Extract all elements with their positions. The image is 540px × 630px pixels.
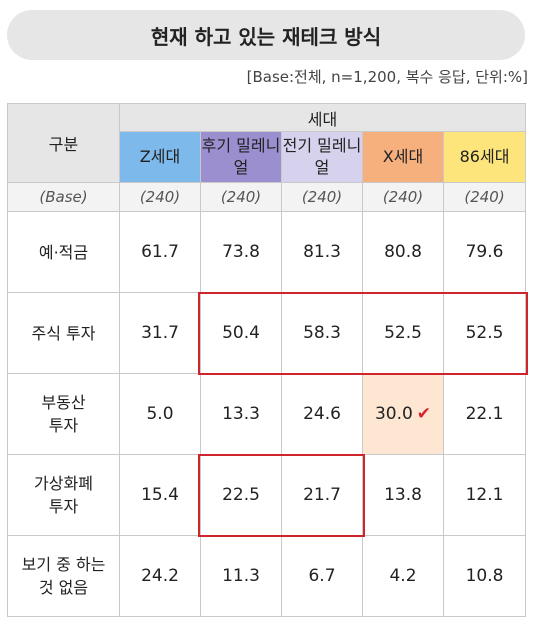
value-text: 4.2 [389,566,417,586]
value-text: 24.2 [141,566,179,586]
row-header: 구분 [7,103,120,183]
value-text: 30.0 [374,404,413,424]
table-row: 보기 중 하는 것 없음 24.2 11.3 6.7 4.2 10.8 [7,535,527,617]
value-text: 50.4 [222,323,260,343]
value-text: 81.3 [303,242,341,262]
value-cell: 6.7 [281,535,363,617]
value-text: 52.5 [465,323,504,343]
value-cell: 10.8 [442,535,527,617]
value-text: 24.6 [303,404,341,424]
value-cell: 80.8 [362,211,444,293]
value-text: 80.8 [384,242,422,262]
row-label: 가상화폐 투자 [7,454,120,536]
value-text: 58.3 [303,323,341,343]
value-text: 11.3 [222,566,260,586]
value-cell: 50.4 [200,292,282,374]
table-row: 부동산 투자 5.0 13.3 24.6 30.0 ✔ 22.1 [7,373,527,455]
base-value: (240) [119,182,201,212]
base-label: (Base) [7,182,120,212]
base-row: (Base) (240) (240) (240) (240) (240) [7,182,527,212]
table-row: 가상화폐 투자 15.4 22.5 21.7 13.8 12.1 [7,454,527,536]
value-cell: 81.3 [281,211,363,293]
row-label: 부동산 투자 [7,373,120,455]
base-value: (240) [362,182,444,212]
column-header-early-millennial: 전기 밀레니얼 [281,131,363,183]
value-cell: 73.8 [200,211,282,293]
data-table: 구분 세대 Z세대 후기 밀레니얼 전기 밀레니얼 X세대 86세대 (Base… [7,103,527,617]
value-cell: 15.4 [119,454,201,536]
group-header: 세대 [118,103,527,132]
value-cell: 13.3 [200,373,282,455]
value-text: 22.1 [465,404,504,424]
value-text: 31.7 [141,323,179,343]
value-cell: 24.2 [119,535,201,617]
value-cell: 30.0 ✔ [362,373,444,455]
value-cell: 22.1 [442,373,527,455]
value-text: 79.6 [465,242,504,262]
column-header-late-millennial: 후기 밀레니얼 [200,131,282,183]
value-text: 61.7 [141,242,179,262]
base-value: (240) [200,182,282,212]
value-cell: 58.3 [281,292,363,374]
table-row: 예·적금 61.7 73.8 81.3 80.8 79.6 [7,211,527,293]
base-value: (240) [442,182,527,212]
value-text: 10.8 [465,566,504,586]
value-cell: 52.5 [442,292,527,374]
value-cell: 52.5 [362,292,444,374]
check-icon: ✔ [416,404,432,424]
value-cell: 21.7 [281,454,363,536]
value-text: 15.4 [141,485,179,505]
row-label: 보기 중 하는 것 없음 [7,535,120,617]
row-label: 주식 투자 [7,292,120,374]
row-label: 예·적금 [7,211,120,293]
value-cell: 13.8 [362,454,444,536]
value-text: 12.1 [465,485,504,505]
value-cell: 24.6 [281,373,363,455]
value-cell: 5.0 [119,373,201,455]
column-header-z: Z세대 [119,131,201,183]
chart-title: 현재 하고 있는 재테크 방식 [7,10,525,60]
value-cell: 22.5 [200,454,282,536]
table-row: 주식 투자 31.7 50.4 58.3 52.5 52.5 [7,292,527,374]
value-text: 73.8 [222,242,260,262]
value-cell: 79.6 [442,211,527,293]
value-text: 21.7 [303,485,341,505]
column-header-86: 86세대 [442,131,527,183]
value-cell: 61.7 [119,211,201,293]
value-text: 52.5 [384,323,422,343]
value-text: 13.8 [384,485,422,505]
value-cell: 4.2 [362,535,444,617]
base-value: (240) [281,182,363,212]
value-cell: 12.1 [442,454,527,536]
value-text: 5.0 [146,404,174,424]
value-cell: 11.3 [200,535,282,617]
column-header-x: X세대 [362,131,444,183]
value-text: 13.3 [222,404,260,424]
value-text: 22.5 [222,485,260,505]
value-text: 6.7 [308,566,336,586]
value-cell: 31.7 [119,292,201,374]
chart-subtitle: [Base:전체, n=1,200, 복수 응답, 단위:%] [246,68,528,86]
